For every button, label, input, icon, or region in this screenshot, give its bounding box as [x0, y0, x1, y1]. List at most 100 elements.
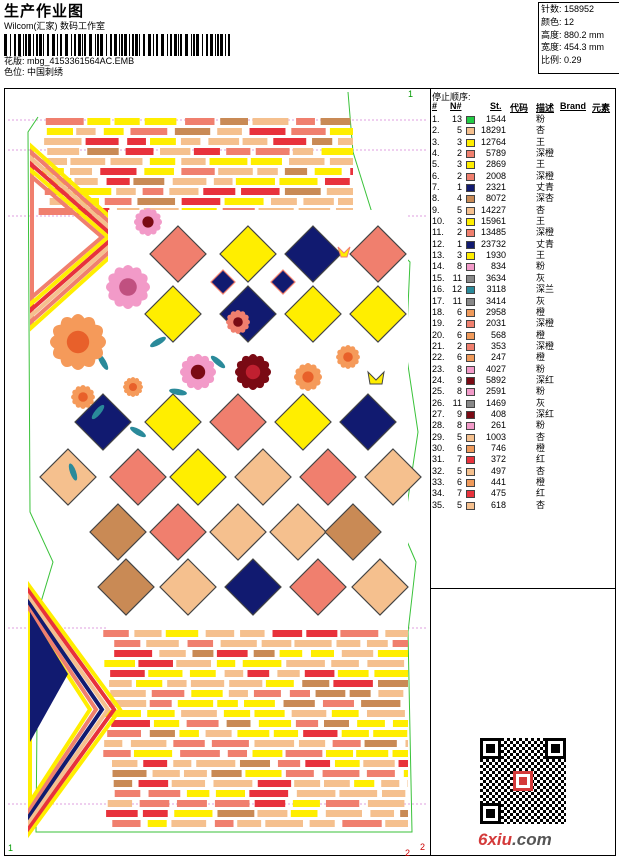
brick	[315, 690, 346, 697]
brick	[107, 800, 133, 807]
row-desc: 深橙	[536, 148, 555, 159]
brick	[74, 178, 98, 185]
row-desc: 杏	[536, 125, 546, 136]
brick	[381, 790, 406, 797]
brick	[146, 640, 179, 647]
color-swatch	[466, 184, 475, 193]
brick	[44, 138, 82, 145]
brick	[216, 660, 236, 667]
qr-code-icon[interactable]	[480, 738, 566, 824]
brick	[329, 128, 353, 135]
table-row: 17. 11 3414 灰	[432, 296, 616, 307]
brick	[217, 700, 238, 707]
brick	[205, 630, 235, 637]
row-needle: 6	[456, 477, 462, 487]
brick	[279, 650, 303, 657]
row-stitches: 2591	[485, 386, 506, 397]
col-code: 代码	[510, 103, 529, 113]
row-stitches: 3634	[485, 272, 506, 283]
diamond	[149, 225, 207, 283]
brick	[107, 730, 141, 737]
brick	[367, 800, 405, 807]
table-row: 34. 7 475 红	[432, 488, 616, 499]
brick	[321, 148, 353, 155]
table-row: 28. 8 261 粉	[432, 420, 616, 431]
row-desc: 杏	[536, 465, 546, 476]
diamond	[144, 393, 202, 451]
brick	[350, 168, 353, 175]
stat-label: 颜色:	[541, 16, 562, 27]
row-index: 13.	[432, 250, 445, 261]
brick	[69, 168, 93, 175]
brick	[357, 720, 385, 727]
brick	[277, 760, 301, 767]
brick	[181, 158, 206, 165]
brick	[111, 720, 150, 727]
row-stitches: 13485	[480, 227, 506, 238]
diamond	[224, 558, 282, 616]
brick	[134, 630, 162, 637]
corner-number-br2: 2	[420, 842, 426, 852]
brick	[148, 790, 181, 797]
brick	[148, 670, 183, 677]
brick	[191, 690, 223, 697]
row-needle: 12	[451, 284, 462, 295]
brick	[250, 158, 282, 165]
brick	[337, 670, 369, 677]
row-stitches: 23732	[480, 238, 506, 249]
brick	[407, 780, 408, 787]
brick	[211, 740, 249, 747]
row-desc: 丈青	[536, 182, 555, 193]
row-index: 22.	[432, 352, 445, 363]
diamond	[324, 503, 382, 561]
brick	[398, 760, 408, 767]
brick	[112, 770, 147, 777]
color-swatch	[466, 240, 475, 249]
row-stitches: 3414	[485, 295, 506, 306]
brick	[47, 148, 80, 155]
color-swatch	[466, 138, 475, 147]
stat-value: 12	[564, 16, 575, 27]
color-swatch	[466, 433, 475, 442]
brick	[258, 720, 292, 727]
row-stitches: 1003	[485, 431, 506, 442]
flower-center	[142, 216, 154, 228]
brick	[289, 158, 325, 165]
brick	[125, 148, 154, 155]
brick	[110, 670, 145, 677]
row-desc: 王	[536, 250, 546, 261]
brick	[392, 750, 408, 757]
diamond	[39, 448, 97, 506]
diamond	[169, 448, 227, 506]
brick	[169, 188, 199, 195]
table-row: 31. 7 372 红	[432, 454, 616, 465]
table-row: 15. 11 3634 灰	[432, 273, 616, 284]
table-row: 26. 11 1469 灰	[432, 398, 616, 409]
brick	[196, 760, 236, 767]
brick	[381, 780, 400, 787]
brick	[189, 670, 216, 677]
brick	[252, 750, 283, 757]
brick	[85, 138, 119, 145]
brick	[186, 720, 219, 727]
row-desc: 粉	[536, 114, 546, 124]
brick	[216, 650, 248, 657]
color-swatch	[466, 444, 475, 453]
table-row: 21. 2 353 深橙	[432, 341, 616, 352]
col-desc: 描述	[536, 103, 555, 113]
row-stitches: 2008	[485, 170, 506, 181]
row-index: 27.	[432, 408, 445, 419]
brick	[309, 820, 335, 827]
brick	[253, 690, 281, 697]
pattern-value: mbg_4153361564AC.EMB	[27, 56, 135, 66]
row-index: 35.	[432, 499, 445, 510]
table-row: 29. 5 1003 杏	[432, 432, 616, 443]
diamond	[269, 503, 327, 561]
stats-box: 针数: 158952 颜色: 12 高度: 880.2 mm 宽度: 454.3…	[538, 2, 619, 74]
brick	[373, 730, 408, 737]
row-index: 32.	[432, 465, 445, 476]
diamond	[284, 225, 342, 283]
brick	[205, 730, 232, 737]
diamond	[270, 269, 296, 295]
row-desc: 橙	[536, 329, 546, 340]
